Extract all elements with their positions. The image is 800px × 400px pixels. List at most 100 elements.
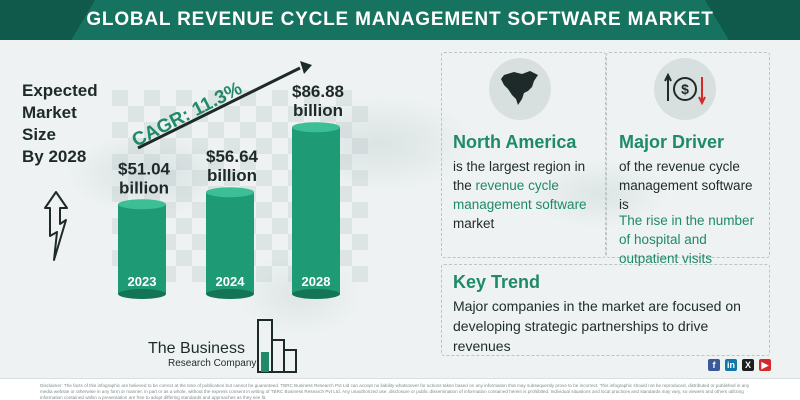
grid-square <box>176 90 192 106</box>
driver-panel <box>606 52 770 258</box>
bar-base-2023 <box>118 289 166 299</box>
data-label-unit: billion <box>207 166 257 185</box>
x-tick-label: 2024 <box>216 274 246 289</box>
grid-square <box>320 106 336 122</box>
grid-square <box>304 90 320 106</box>
driver-detail-line: The rise in the number <box>619 213 755 228</box>
driver-text-line: is <box>619 197 629 212</box>
grid-square <box>160 106 176 122</box>
bar-2023 <box>118 204 166 294</box>
grid-square <box>144 90 160 106</box>
grid-square <box>128 106 144 122</box>
driver-text-line: management software <box>619 178 753 193</box>
grid-square <box>272 218 288 234</box>
bar-base-2024 <box>206 289 254 299</box>
label-line: Size <box>22 125 57 144</box>
bar-cap-2023 <box>118 199 166 210</box>
trend-arrow-line <box>137 66 301 150</box>
grid-square <box>144 154 160 170</box>
data-label-amount: $51.04 <box>118 159 171 178</box>
grid-square <box>224 170 240 186</box>
bar-base-2028 <box>292 289 340 299</box>
label-line: Market <box>22 103 77 122</box>
grid-square <box>192 170 208 186</box>
grid-square <box>128 170 144 186</box>
grid-square <box>240 154 256 170</box>
grid-square <box>160 138 176 154</box>
market-size-bar-chart: 2023$51.04billion2024$56.64billion2028$8… <box>112 61 368 299</box>
grid-square <box>256 266 272 282</box>
data-label-unit: billion <box>293 101 343 120</box>
driver-detail: The rise in the number of hospital and o… <box>619 211 769 268</box>
grid-square <box>112 154 128 170</box>
driver-detail-line: outpatient visits <box>619 251 713 266</box>
data-label-unit: billion <box>119 178 169 197</box>
grid-square <box>336 90 352 106</box>
driver-text-line: of the revenue cycle <box>619 159 740 174</box>
grid-square <box>256 106 272 122</box>
region-text-line: the revenue cycle <box>453 176 603 195</box>
region-text-line: market <box>453 216 495 231</box>
grid-square <box>176 218 192 234</box>
money-exchange-icon: $ <box>654 58 716 120</box>
grid-square <box>256 138 272 154</box>
expected-market-size-label: Expected Market Size By 2028 <box>22 80 122 168</box>
grid-square <box>128 138 144 154</box>
grid-square <box>192 202 208 218</box>
grid-square <box>160 170 176 186</box>
grid-square <box>272 90 288 106</box>
bar-cap-2024 <box>206 187 254 198</box>
grid-square <box>352 266 368 282</box>
driver-heading: Major Driver <box>619 132 725 152</box>
x-tick-label: 2023 <box>128 274 157 289</box>
region-highlight: revenue cycle <box>475 178 559 193</box>
youtube-icon[interactable]: ▶ <box>759 359 771 371</box>
x-tick-label: 2028 <box>302 274 331 289</box>
bar-cap-2028 <box>292 122 340 133</box>
label-line: By 2028 <box>22 147 87 166</box>
grid-square <box>112 186 128 202</box>
grid-square <box>272 186 288 202</box>
grid-square <box>192 138 208 154</box>
trend-text-line: Major companies in the market are focuse… <box>453 298 741 314</box>
data-label-amount: $86.88 <box>292 82 344 101</box>
grid-square <box>272 154 288 170</box>
trend-text-line: revenues <box>453 338 511 354</box>
north-america-map-icon <box>489 58 551 120</box>
x-twitter-icon[interactable]: X <box>742 359 754 371</box>
driver-description: of the revenue cycle management software… <box>619 157 769 214</box>
grid-square <box>208 122 224 138</box>
trend-arrow-head <box>300 61 312 74</box>
grid-square <box>256 234 272 250</box>
grid-square <box>192 266 208 282</box>
grid-square <box>112 90 128 106</box>
grid-square <box>176 250 192 266</box>
facebook-icon[interactable]: f <box>708 359 720 371</box>
bar-2028 <box>292 127 340 294</box>
trend-text-line: developing strategic partnerships to dri… <box>453 318 709 334</box>
grid-square <box>352 234 368 250</box>
grid-square <box>352 202 368 218</box>
region-panel <box>441 52 606 258</box>
grid-square <box>176 186 192 202</box>
grid-square <box>144 122 160 138</box>
grid-square <box>224 138 240 154</box>
company-logo-name: The Business <box>148 340 245 357</box>
bar-2024 <box>206 192 254 294</box>
region-text-line: is the largest region in <box>453 159 586 174</box>
grid-square <box>352 106 368 122</box>
driver-detail-line: of hospital and <box>619 232 707 247</box>
grid-square <box>256 202 272 218</box>
grid-square <box>288 106 304 122</box>
region-highlight: management software <box>453 197 587 212</box>
grid-square <box>112 122 128 138</box>
key-trend-heading: Key Trend <box>453 272 541 292</box>
page-title: GLOBAL REVENUE CYCLE MANAGEMENT SOFTWARE… <box>86 9 714 30</box>
grid-square <box>208 154 224 170</box>
key-trend-description: Major companies in the market are focuse… <box>453 296 765 356</box>
svg-text:$: $ <box>681 81 689 97</box>
region-heading: North America <box>453 132 577 152</box>
linkedin-icon[interactable]: in <box>725 359 737 371</box>
label-line: Expected <box>22 81 98 100</box>
region-description: is the largest region in the revenue cyc… <box>453 157 603 233</box>
